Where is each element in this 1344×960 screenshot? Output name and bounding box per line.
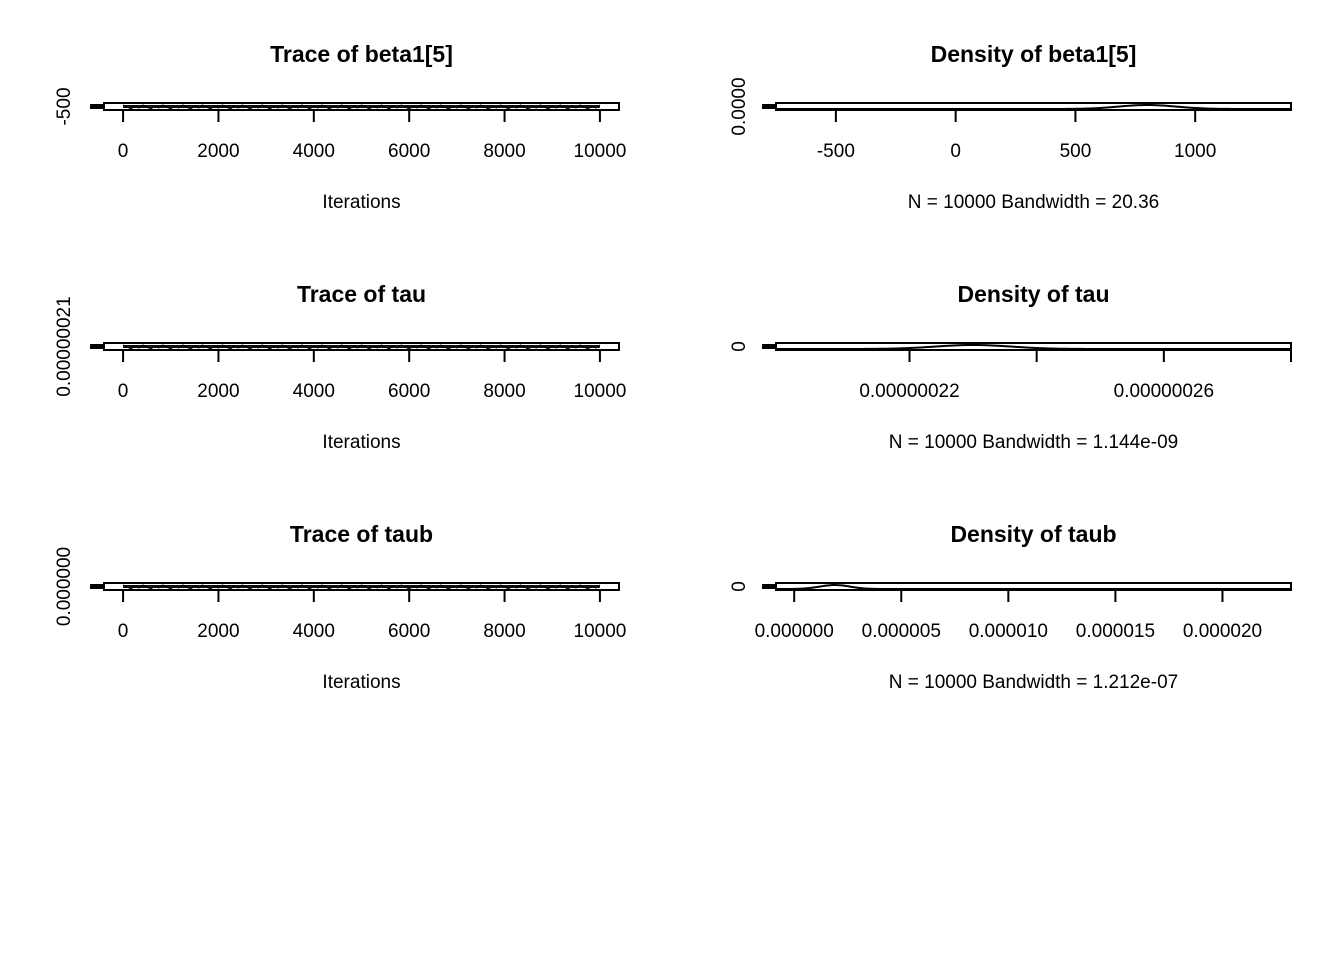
y-tick-label: 0 <box>729 341 750 352</box>
x-tick-label: 1000 <box>1174 141 1216 162</box>
panel-6: Density of taub 0 0.000000 0.000005 0.000010… <box>729 521 1292 693</box>
y-axis-ticks <box>762 584 776 589</box>
x-tick-label: 0 <box>950 141 961 162</box>
y-axis-ticks <box>90 584 104 589</box>
y-axis-ticks <box>762 104 776 109</box>
x-axis-label: N = 10000 Bandwidth = 1.144e-09 <box>889 432 1178 453</box>
x-tick-label: 4000 <box>293 141 335 162</box>
x-tick-label: 0.00000022 <box>859 381 959 402</box>
x-tick-label: 0.000015 <box>1076 621 1155 642</box>
panel-4: Density of tau 0 0.00000022 0.00000026 N = 1… <box>729 281 1292 453</box>
y-tick-label: 0.0000 <box>729 77 750 135</box>
panel-title: Density of taub <box>950 521 1116 547</box>
x-tick-label: 8000 <box>483 141 525 162</box>
x-tick-label: 10000 <box>574 621 627 642</box>
x-tick-label: 2000 <box>197 621 239 642</box>
panel-title: Trace of taub <box>290 521 433 547</box>
trace-jitter <box>122 584 601 590</box>
x-tick-label: 0.000005 <box>862 621 941 642</box>
panel-2: Density of beta1[5] 0.0000 -500 0 500 1000 N =… <box>729 41 1292 213</box>
y-axis-ticks <box>90 344 104 349</box>
x-tick-label: 6000 <box>388 141 430 162</box>
density-curve <box>776 583 1291 590</box>
x-tick-label: 4000 <box>293 621 335 642</box>
trace-jitter <box>122 344 601 350</box>
x-tick-label: 8000 <box>483 381 525 402</box>
x-tick-label: -500 <box>817 141 855 162</box>
panel-title: Trace of tau <box>297 281 426 307</box>
trace-line <box>123 345 600 348</box>
x-tick-label: 0 <box>118 621 129 642</box>
x-tick-label: 2000 <box>197 381 239 402</box>
x-tick-label: 0.00000026 <box>1114 381 1214 402</box>
panel-3: Trace of tau 0.00000021 0 2000 4000 6000 8000 1… <box>54 281 626 453</box>
density-curve <box>776 103 1291 110</box>
x-axis-label: Iterations <box>322 432 400 453</box>
panel-title: Density of beta1[5] <box>931 41 1137 67</box>
x-tick-label: 0 <box>118 141 129 162</box>
y-tick-label: 0.000000 <box>54 547 75 626</box>
x-tick-label: 6000 <box>388 621 430 642</box>
trace-line <box>123 105 600 108</box>
panel-1: Trace of beta1[5] -500 0 2000 4000 6000 8000 10… <box>54 41 626 213</box>
x-axis-label: Iterations <box>322 672 400 693</box>
y-tick-label: 0.00000021 <box>54 296 75 396</box>
x-tick-label: 2000 <box>197 141 239 162</box>
x-tick-label: 10000 <box>574 381 627 402</box>
panel-5: Trace of taub 0.000000 0 2000 4000 6000 8000 10… <box>54 521 626 693</box>
y-axis-ticks <box>762 344 776 349</box>
x-tick-label: 0.000010 <box>969 621 1048 642</box>
y-axis-ticks <box>90 104 104 109</box>
x-tick-label: 4000 <box>293 381 335 402</box>
y-tick-label: 0 <box>729 581 750 592</box>
x-tick-label: 6000 <box>388 381 430 402</box>
x-tick-label: 0 <box>118 381 129 402</box>
panel-title: Density of tau <box>957 281 1109 307</box>
panel-title: Trace of beta1[5] <box>270 41 453 67</box>
trace-line <box>123 585 600 588</box>
x-tick-label: 500 <box>1060 141 1092 162</box>
x-tick-label: 0.000000 <box>755 621 834 642</box>
x-tick-label: 10000 <box>574 141 627 162</box>
y-tick-label: -500 <box>54 87 75 125</box>
x-axis-label: Iterations <box>322 192 400 213</box>
trace-jitter <box>122 104 601 110</box>
x-axis-label: N = 10000 Bandwidth = 20.36 <box>908 192 1159 213</box>
x-tick-label: 0.000020 <box>1183 621 1262 642</box>
x-tick-label: 8000 <box>483 621 525 642</box>
x-axis-label: N = 10000 Bandwidth = 1.212e-07 <box>889 672 1178 693</box>
density-curve <box>776 344 1291 350</box>
